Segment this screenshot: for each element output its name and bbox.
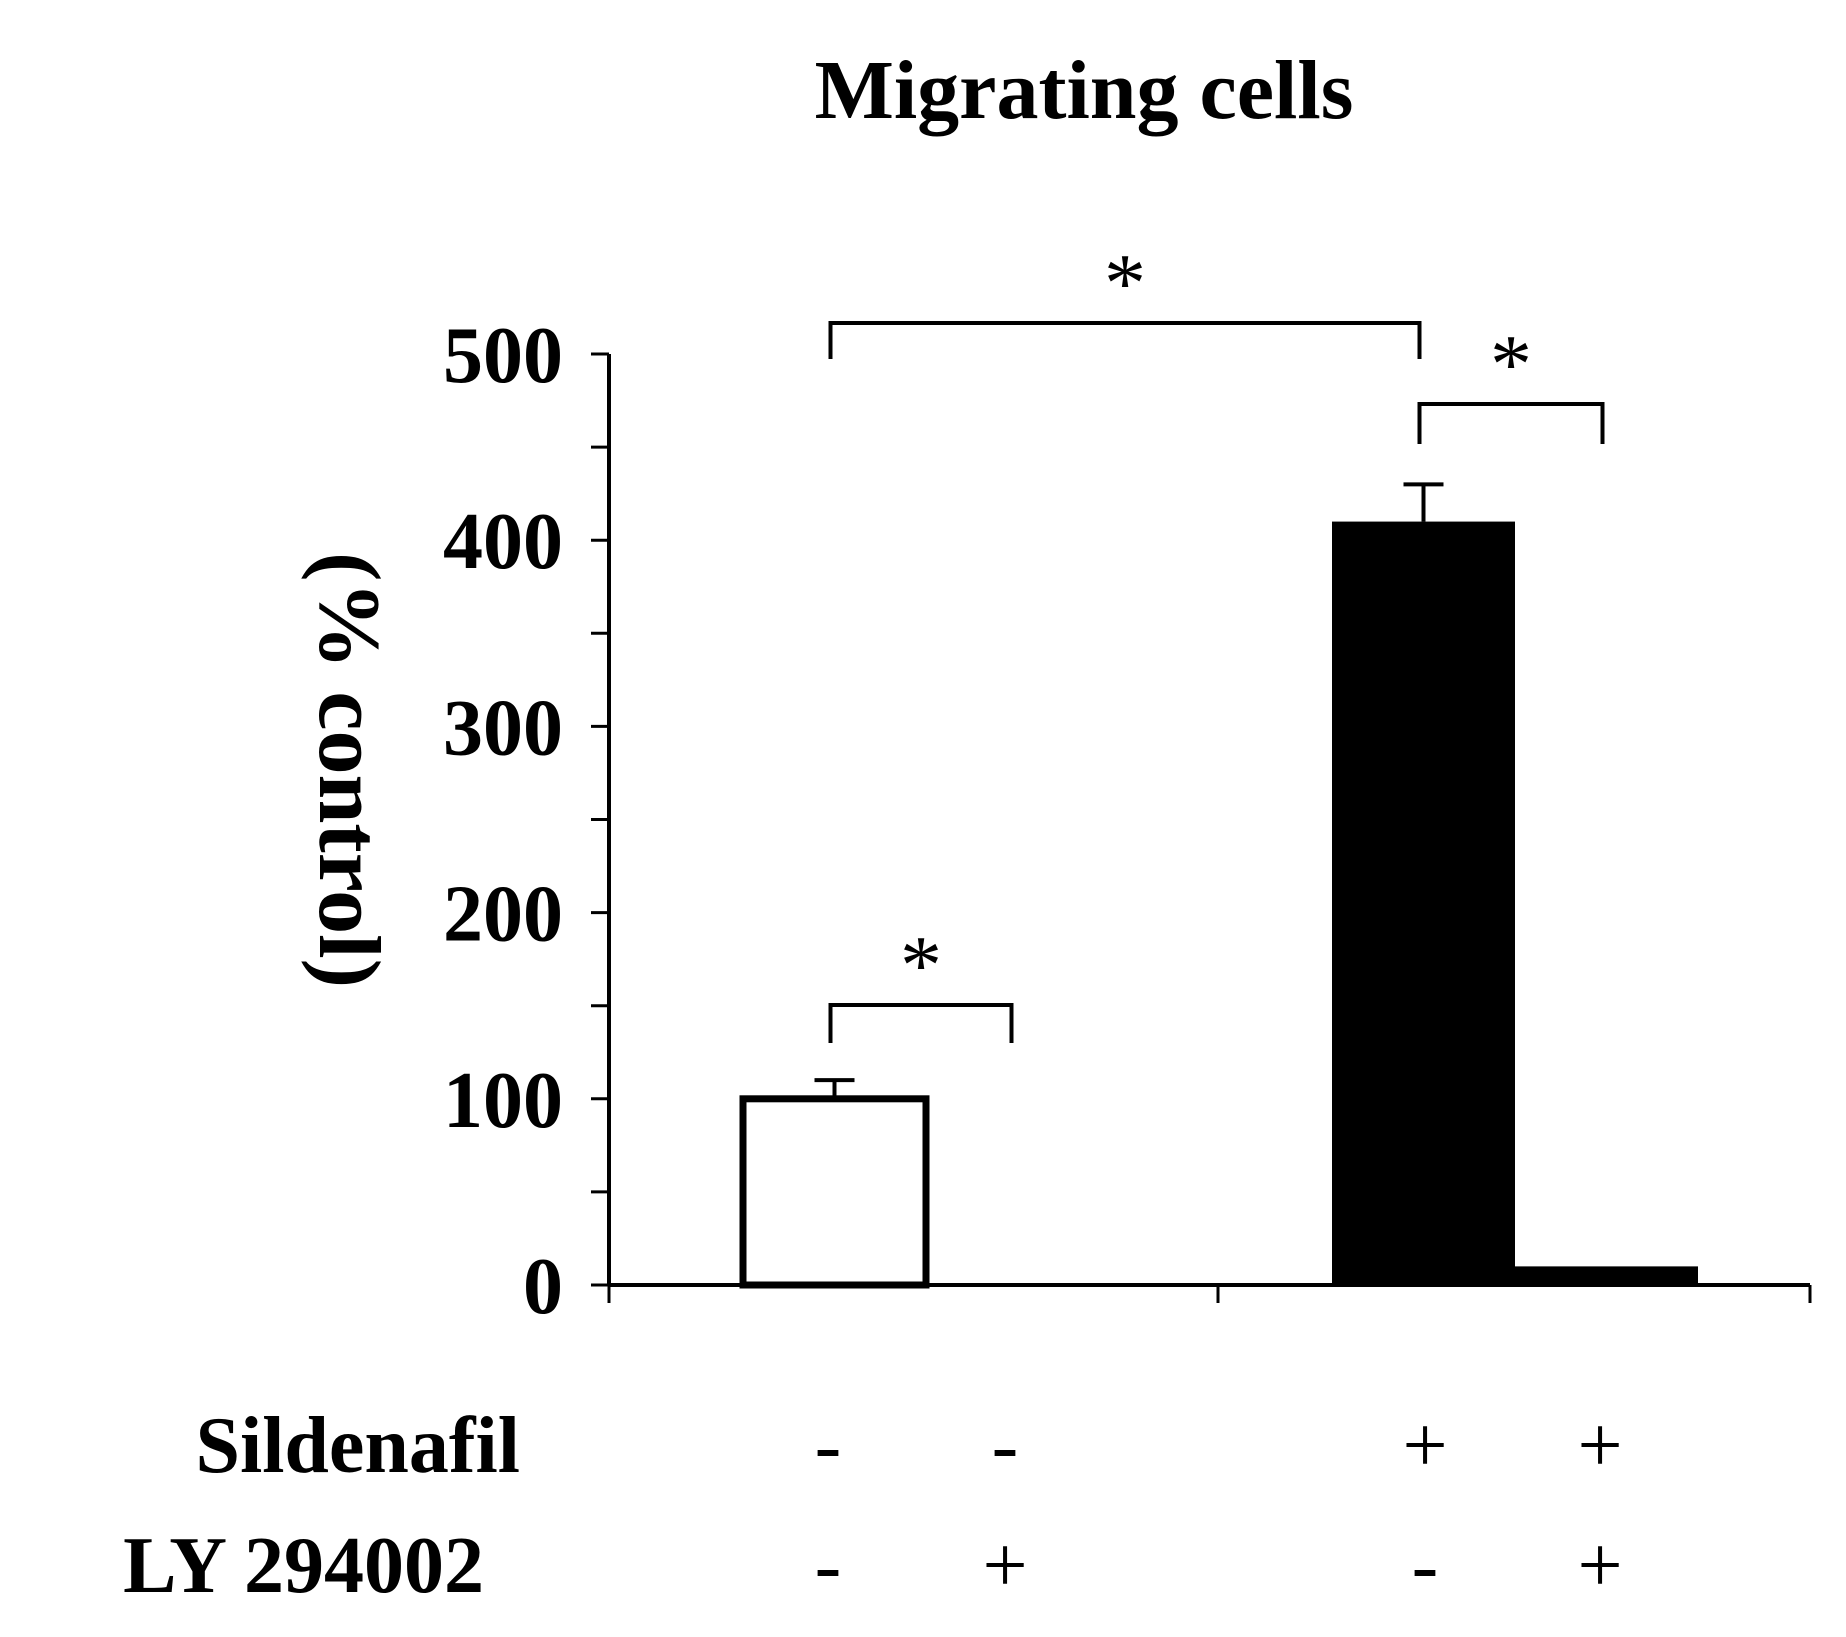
error-bars <box>814 482 1444 1099</box>
significance-brackets: * * * <box>828 237 1605 1043</box>
condition-sign: - <box>992 1402 1019 1490</box>
significance-star: * <box>900 919 942 1012</box>
condition-sign: + <box>982 1522 1027 1610</box>
condition-row-label: Sildenafil <box>195 1402 520 1490</box>
significance-star: * <box>1490 318 1532 411</box>
bar <box>739 1095 930 1289</box>
significance-bracket <box>828 321 1422 359</box>
condition-rows: Sildenafil - - + + LY 294002 - + - + <box>123 1402 1622 1610</box>
bars <box>739 521 1698 1289</box>
y-tick-label: 0 <box>523 1243 563 1331</box>
axes: 0 100 200 300 400 500 <box>443 312 1812 1331</box>
condition-sign: - <box>815 1522 842 1610</box>
y-tick-label: 200 <box>443 871 563 959</box>
y-tick-label: 100 <box>443 1057 563 1145</box>
condition-row-label: LY 294002 <box>123 1522 484 1610</box>
y-tick-label: 500 <box>443 312 563 400</box>
significance-star: * <box>1104 237 1146 330</box>
condition-sign: - <box>815 1402 842 1490</box>
y-axis-label: (% control) <box>300 552 397 988</box>
bar <box>925 1283 1108 1285</box>
condition-sign: + <box>1577 1522 1622 1610</box>
bar <box>1515 1266 1698 1285</box>
significance-bracket <box>828 1003 1014 1043</box>
chart-title: Migrating cells <box>815 44 1354 137</box>
y-tick-label: 400 <box>443 498 563 586</box>
bar <box>1332 521 1515 1285</box>
condition-sign: - <box>1412 1522 1439 1610</box>
condition-sign: + <box>1577 1402 1622 1490</box>
y-tick-label: 300 <box>443 684 563 772</box>
condition-sign: + <box>1402 1402 1447 1490</box>
significance-bracket <box>1417 402 1605 444</box>
